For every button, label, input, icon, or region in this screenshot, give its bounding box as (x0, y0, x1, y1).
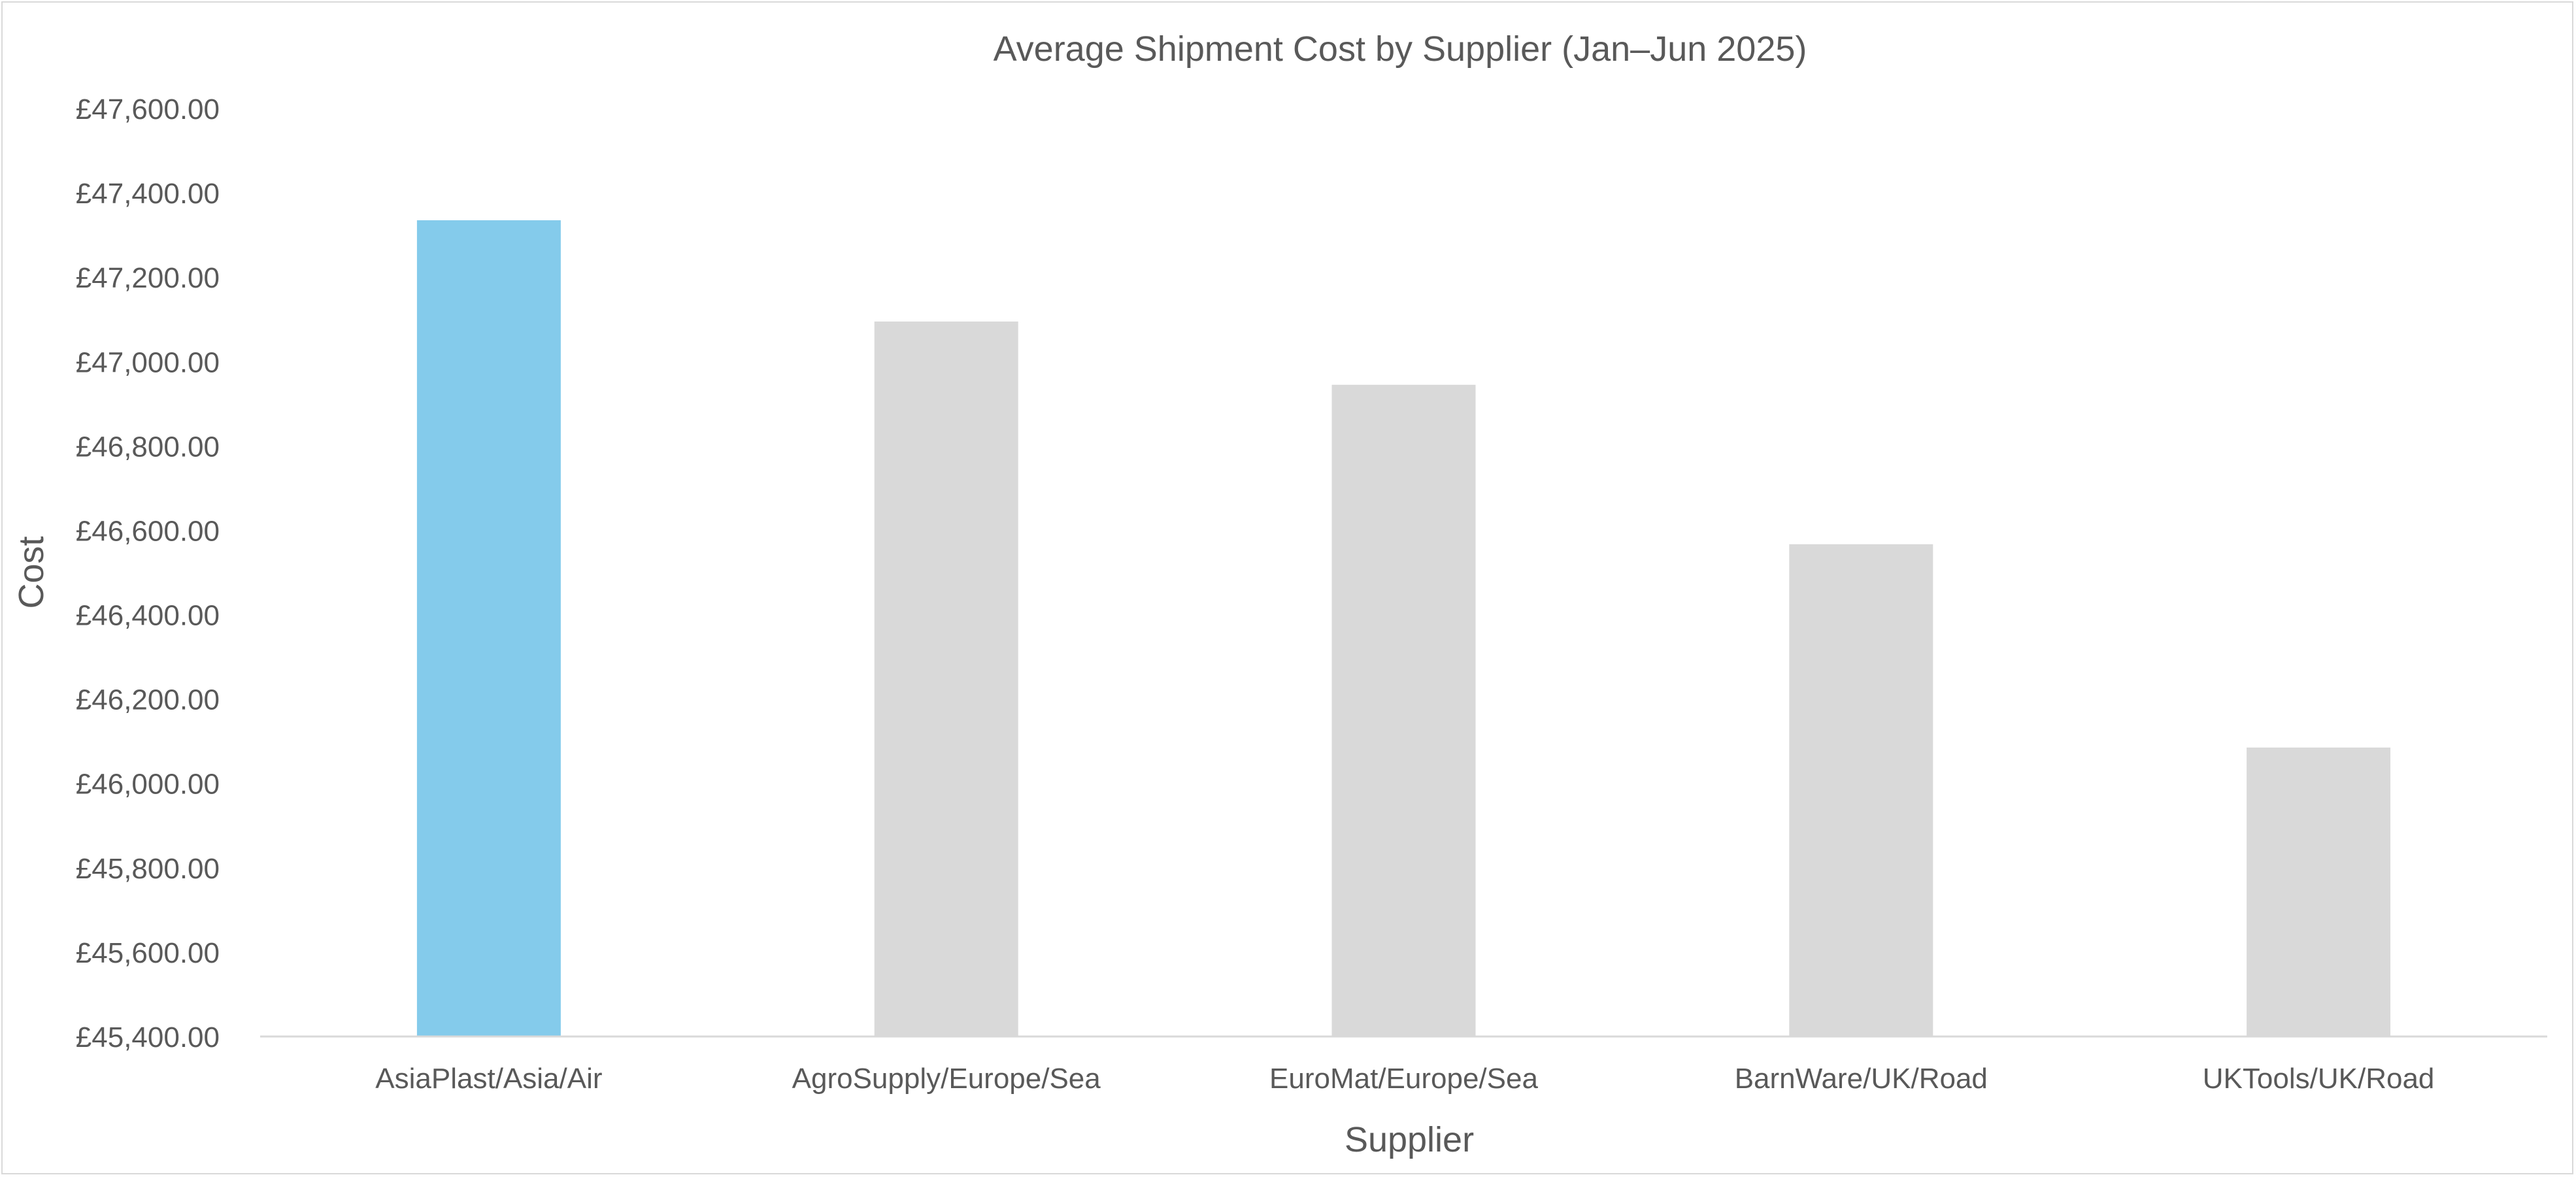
y-axis-title: Cost (12, 536, 51, 608)
y-tick-label: £46,000.00 (76, 769, 220, 801)
x-axis-title: Supplier (1345, 1120, 1474, 1159)
y-tick-label: £46,200.00 (76, 684, 220, 716)
y-axis-ticks: £45,400.00 £45,600.00 £45,800.00 £46,000.00… (76, 93, 220, 1053)
y-tick-label: £47,400.00 (76, 178, 220, 210)
x-category-label: AgroSupply/Europe/Sea (792, 1063, 1101, 1095)
bar-agrosupply-europe-sea (874, 321, 1018, 1036)
y-tick-label: £46,600.00 (76, 515, 220, 547)
x-category-label: BarnWare/UK/Road (1735, 1063, 1988, 1095)
y-tick-label: £45,600.00 (76, 937, 220, 969)
x-category-label: UKTools/UK/Road (2203, 1063, 2435, 1095)
y-tick-label: £45,800.00 (76, 853, 220, 885)
y-tick-label: £46,800.00 (76, 431, 220, 463)
y-tick-label: £46,400.00 (76, 600, 220, 632)
x-axis-category-labels: AsiaPlast/Asia/Air AgroSupply/Europe/Sea E… (375, 1063, 2434, 1095)
x-category-label: AsiaPlast/Asia/Air (375, 1063, 602, 1095)
bar-barnware-uk-road (1789, 544, 1933, 1036)
bar-asiaplast-asia-air (416, 220, 561, 1037)
chart-title: Average Shipment Cost by Supplier (Jan–J… (994, 29, 1807, 69)
bar-euromat-europe-sea (1331, 384, 1476, 1036)
y-tick-label: £47,600.00 (76, 93, 220, 125)
x-category-label: EuroMat/Europe/Sea (1269, 1063, 1538, 1095)
y-tick-label: £47,000.00 (76, 346, 220, 378)
bar-uktools-uk-road (2247, 747, 2391, 1036)
y-tick-label: £47,200.00 (76, 262, 220, 294)
y-tick-label: £45,400.00 (76, 1021, 220, 1053)
bars (416, 220, 2391, 1037)
